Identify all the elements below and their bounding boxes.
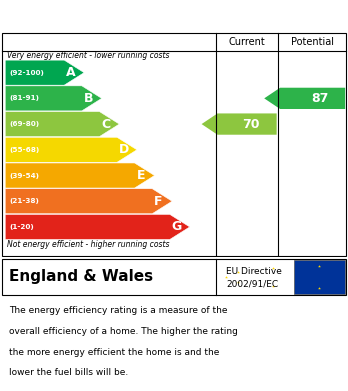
Polygon shape [264,88,345,109]
Polygon shape [5,163,155,188]
Polygon shape [5,60,84,85]
Text: lower the fuel bills will be.: lower the fuel bills will be. [9,368,128,377]
Text: (39-54): (39-54) [9,172,39,179]
Text: (1-20): (1-20) [9,224,34,230]
Polygon shape [5,137,137,162]
Text: Very energy efficient - lower running costs: Very energy efficient - lower running co… [7,51,169,60]
Text: Current: Current [229,37,266,47]
Text: 2002/91/EC: 2002/91/EC [226,280,278,289]
Text: (92-100): (92-100) [9,70,44,75]
Polygon shape [5,111,119,136]
Text: Not energy efficient - higher running costs: Not energy efficient - higher running co… [7,240,169,249]
Text: D: D [119,143,129,156]
Text: Potential: Potential [291,37,334,47]
Polygon shape [5,189,172,214]
Text: F: F [154,195,163,208]
Text: the more energy efficient the home is and the: the more energy efficient the home is an… [9,348,219,357]
Text: (69-80): (69-80) [9,121,40,127]
Text: 70: 70 [242,118,259,131]
Text: 87: 87 [311,92,328,105]
Text: overall efficiency of a home. The higher the rating: overall efficiency of a home. The higher… [9,327,238,336]
Text: C: C [101,118,111,131]
Text: (81-91): (81-91) [9,95,39,101]
Text: England & Wales: England & Wales [9,269,153,285]
Text: Energy Efficiency Rating: Energy Efficiency Rating [9,9,219,23]
Polygon shape [5,86,102,111]
Text: G: G [172,221,182,233]
Text: (55-68): (55-68) [9,147,40,153]
Polygon shape [201,113,277,135]
Text: (21-38): (21-38) [9,198,39,204]
Text: A: A [66,66,76,79]
Polygon shape [5,214,190,239]
Text: E: E [137,169,145,182]
Bar [294,260,345,294]
Text: EU Directive: EU Directive [226,267,282,276]
Text: B: B [84,92,93,105]
Text: The energy efficiency rating is a measure of the: The energy efficiency rating is a measur… [9,307,227,316]
